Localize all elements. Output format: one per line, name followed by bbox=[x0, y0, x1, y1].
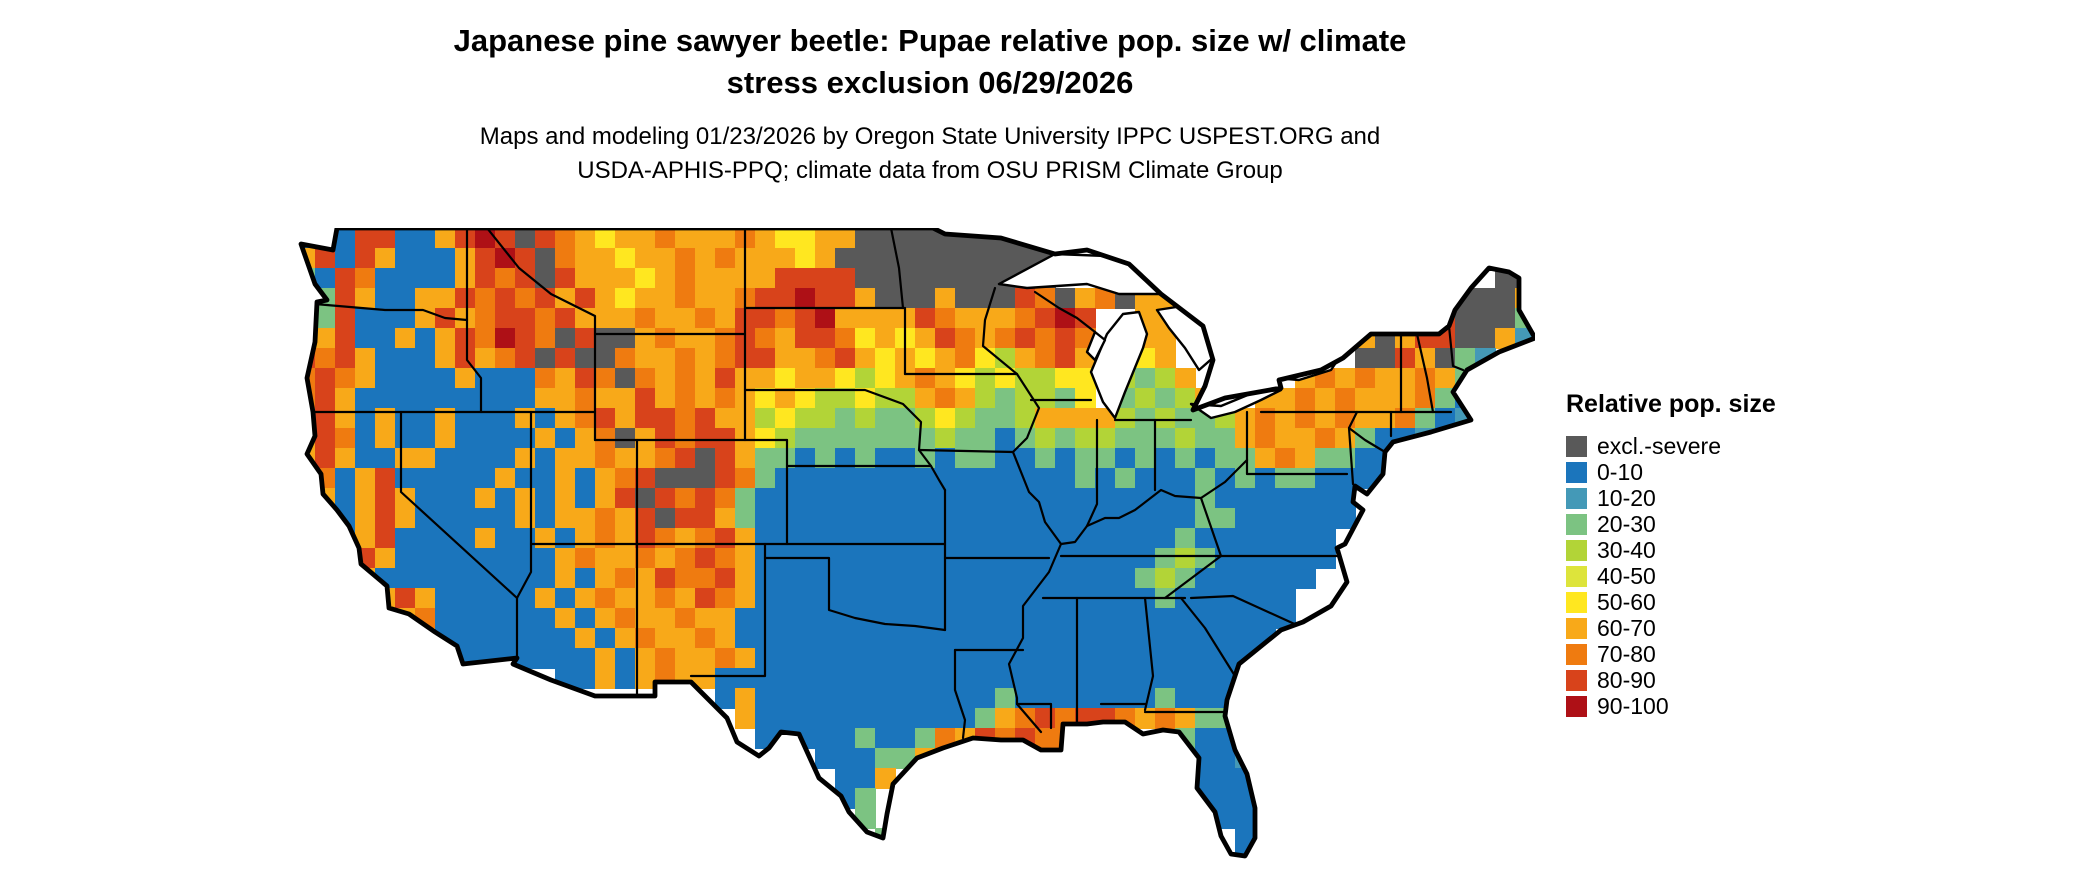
legend-label: 40-50 bbox=[1597, 563, 1656, 589]
us-map bbox=[295, 225, 1538, 888]
us-map-svg bbox=[298, 225, 1538, 859]
legend-label: 20-30 bbox=[1597, 511, 1656, 537]
legend: Relative pop. size excl.-severe 0-10 10-20… bbox=[1566, 390, 1776, 719]
legend-label: 50-60 bbox=[1597, 589, 1656, 615]
legend-label: 10-20 bbox=[1597, 485, 1656, 511]
legend-title: Relative pop. size bbox=[1566, 390, 1776, 418]
legend-label: 80-90 bbox=[1597, 667, 1656, 693]
title-line-2: stress exclusion 06/29/2026 bbox=[726, 65, 1134, 100]
legend-label: excl.-severe bbox=[1597, 433, 1721, 459]
page-title: Japanese pine sawyer beetle: Pupae relat… bbox=[130, 20, 1730, 104]
legend-item: 50-60 bbox=[1566, 589, 1776, 615]
legend-label: 90-100 bbox=[1597, 693, 1669, 719]
legend-swatch bbox=[1566, 539, 1587, 561]
legend-item: 90-100 bbox=[1566, 693, 1776, 719]
legend-swatch bbox=[1566, 695, 1587, 717]
legend-swatch bbox=[1566, 565, 1587, 587]
legend-swatch bbox=[1566, 591, 1587, 613]
legend-swatch bbox=[1566, 461, 1587, 483]
legend-label: 0-10 bbox=[1597, 459, 1644, 485]
legend-swatch bbox=[1566, 643, 1587, 665]
legend-swatch bbox=[1566, 435, 1587, 457]
legend-item: 0-10 bbox=[1566, 459, 1776, 485]
legend-item: 60-70 bbox=[1566, 615, 1776, 641]
legend-item: 40-50 bbox=[1566, 563, 1776, 589]
subtitle: Maps and modeling 01/23/2026 by Oregon S… bbox=[130, 120, 1730, 188]
legend-swatch bbox=[1566, 487, 1587, 509]
legend-item: excl.-severe bbox=[1566, 433, 1776, 459]
legend-label: 60-70 bbox=[1597, 615, 1656, 641]
subtitle-line-1: Maps and modeling 01/23/2026 by Oregon S… bbox=[479, 123, 1381, 150]
legend-label: 70-80 bbox=[1597, 641, 1656, 667]
legend-items: excl.-severe 0-10 10-20 20-30 30-40 40-50 50-6… bbox=[1566, 433, 1776, 719]
legend-swatch bbox=[1566, 513, 1587, 535]
legend-label: 30-40 bbox=[1597, 537, 1656, 563]
legend-item: 30-40 bbox=[1566, 537, 1776, 563]
legend-item: 70-80 bbox=[1566, 641, 1776, 667]
legend-swatch bbox=[1566, 669, 1587, 691]
legend-item: 10-20 bbox=[1566, 485, 1776, 511]
legend-item: 20-30 bbox=[1566, 511, 1776, 537]
subtitle-line-2: USDA-APHIS-PPQ; climate data from OSU PR… bbox=[577, 157, 1283, 184]
title-line-1: Japanese pine sawyer beetle: Pupae relat… bbox=[453, 23, 1407, 58]
legend-item: 80-90 bbox=[1566, 667, 1776, 693]
legend-swatch bbox=[1566, 617, 1587, 639]
